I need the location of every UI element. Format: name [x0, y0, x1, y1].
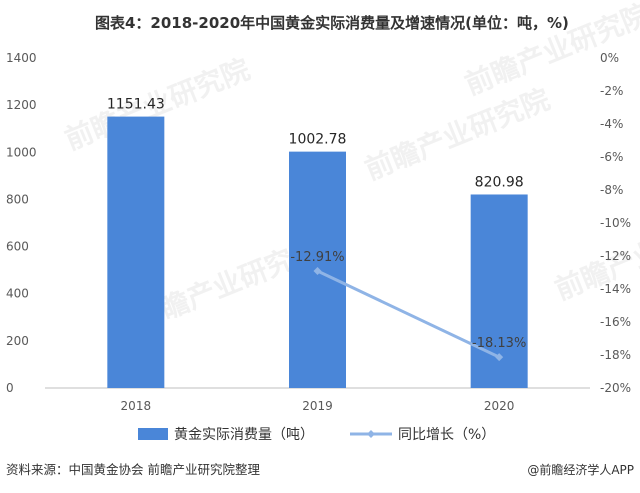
legend-bar-swatch [138, 428, 168, 440]
y-left-tick-label: 600 [6, 240, 29, 254]
growth-point [495, 353, 504, 362]
growth-line [313, 267, 504, 362]
bar [107, 116, 165, 389]
bar-value-label: 820.98 [475, 174, 524, 190]
growth-value-label: -18.13% [472, 336, 526, 351]
bar-value-label: 1151.43 [107, 97, 165, 113]
x-tick-label: 2019 [302, 399, 333, 413]
y-right-tick-label: -14% [600, 282, 631, 296]
y-right-tick-label: -12% [600, 249, 631, 263]
credit-note: @前瞻经济学人APP [527, 462, 634, 477]
chart-title: 图表4：2018-2020年中国黄金实际消费量及增速情况(单位：吨，%) [95, 14, 569, 32]
growth-point [313, 267, 322, 276]
y-right-tick-label: -10% [600, 216, 631, 230]
y-left-tick-label: 1400 [6, 51, 37, 65]
bars [107, 116, 528, 389]
y-left-tick-label: 1200 [6, 98, 37, 112]
y-left-tick-label: 0 [6, 381, 14, 395]
legend: 黄金实际消费量（吨） 同比增长（%） [138, 426, 495, 443]
x-tick-label: 2018 [121, 399, 152, 413]
x-tick-label: 2020 [484, 399, 515, 413]
y-right-tick-label: 0% [600, 51, 619, 65]
y-right-tick-label: -18% [600, 348, 631, 362]
y-left-tick-label: 800 [6, 192, 29, 206]
data-labels: 1151.43 1002.78 820.98 -12.91% -18.13% [107, 97, 526, 352]
y-right-tick-label: -16% [600, 315, 631, 329]
bar-value-label: 1002.78 [289, 132, 347, 148]
legend-line-label: 同比增长（%） [398, 427, 495, 443]
legend-bar-label: 黄金实际消费量（吨） [174, 426, 314, 443]
legend-line-marker [367, 430, 375, 438]
y-left-tick-label: 400 [6, 287, 29, 301]
y-right-tick-label: -6% [600, 150, 623, 164]
axes: 0 200 400 600 800 1000 1200 1400 0% -2% -4% -6% -8% -… [6, 51, 631, 413]
y-left-tick-label: 1000 [6, 145, 37, 159]
y-right-tick-label: -2% [600, 84, 623, 98]
y-right-tick-label: -8% [600, 183, 623, 197]
y-right-tick-label: -4% [600, 117, 623, 131]
watermark-text: 前瞻产业研究院 [360, 82, 554, 186]
source-note: 资料来源：中国黄金协会 前瞻产业研究院整理 [6, 462, 260, 477]
growth-line-path [316, 269, 500, 359]
growth-value-label: -12.91% [290, 250, 344, 265]
y-left-tick-label: 200 [6, 334, 29, 348]
y-right-tick-label: -20% [600, 381, 631, 395]
